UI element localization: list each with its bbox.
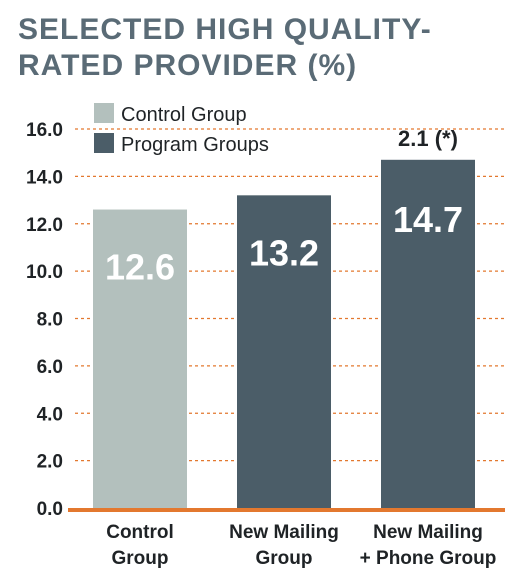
- significance-annotation: 2.1 (*): [398, 126, 458, 151]
- y-tick-label: 16.0: [26, 120, 63, 141]
- y-tick-label: 14.0: [26, 167, 63, 188]
- y-tick-label: 12.0: [26, 215, 63, 236]
- legend-swatch: [94, 133, 114, 153]
- y-tick-label: 6.0: [37, 357, 63, 378]
- x-category-label: New Mailing: [373, 522, 483, 543]
- y-tick-label: 8.0: [37, 310, 63, 331]
- bar-3: [381, 159, 475, 508]
- y-tick-label: 10.0: [26, 262, 63, 283]
- bar-value-label: 13.2: [249, 232, 319, 273]
- x-category-label: + Phone Group: [360, 548, 497, 569]
- y-tick-label: 4.0: [37, 404, 63, 425]
- y-tick-label: 0.0: [37, 499, 63, 520]
- bar-value-label: 14.7: [393, 199, 463, 240]
- legend-label: Program Groups: [121, 134, 269, 156]
- bar-1: [93, 209, 187, 508]
- x-category-label: Group: [112, 548, 169, 569]
- x-category-label: Control: [106, 522, 174, 543]
- x-category-label: New Mailing: [229, 522, 339, 543]
- bar-2: [237, 195, 331, 508]
- y-tick-label: 2.0: [37, 452, 63, 473]
- bar-value-label: 12.6: [105, 247, 175, 288]
- legend-label: Control Group: [121, 104, 247, 126]
- legend-swatch: [94, 103, 114, 123]
- x-category-label: Group: [256, 548, 313, 569]
- chart-title: SELECTED HIGH QUALITY-RATED PROVIDER (%): [18, 13, 432, 82]
